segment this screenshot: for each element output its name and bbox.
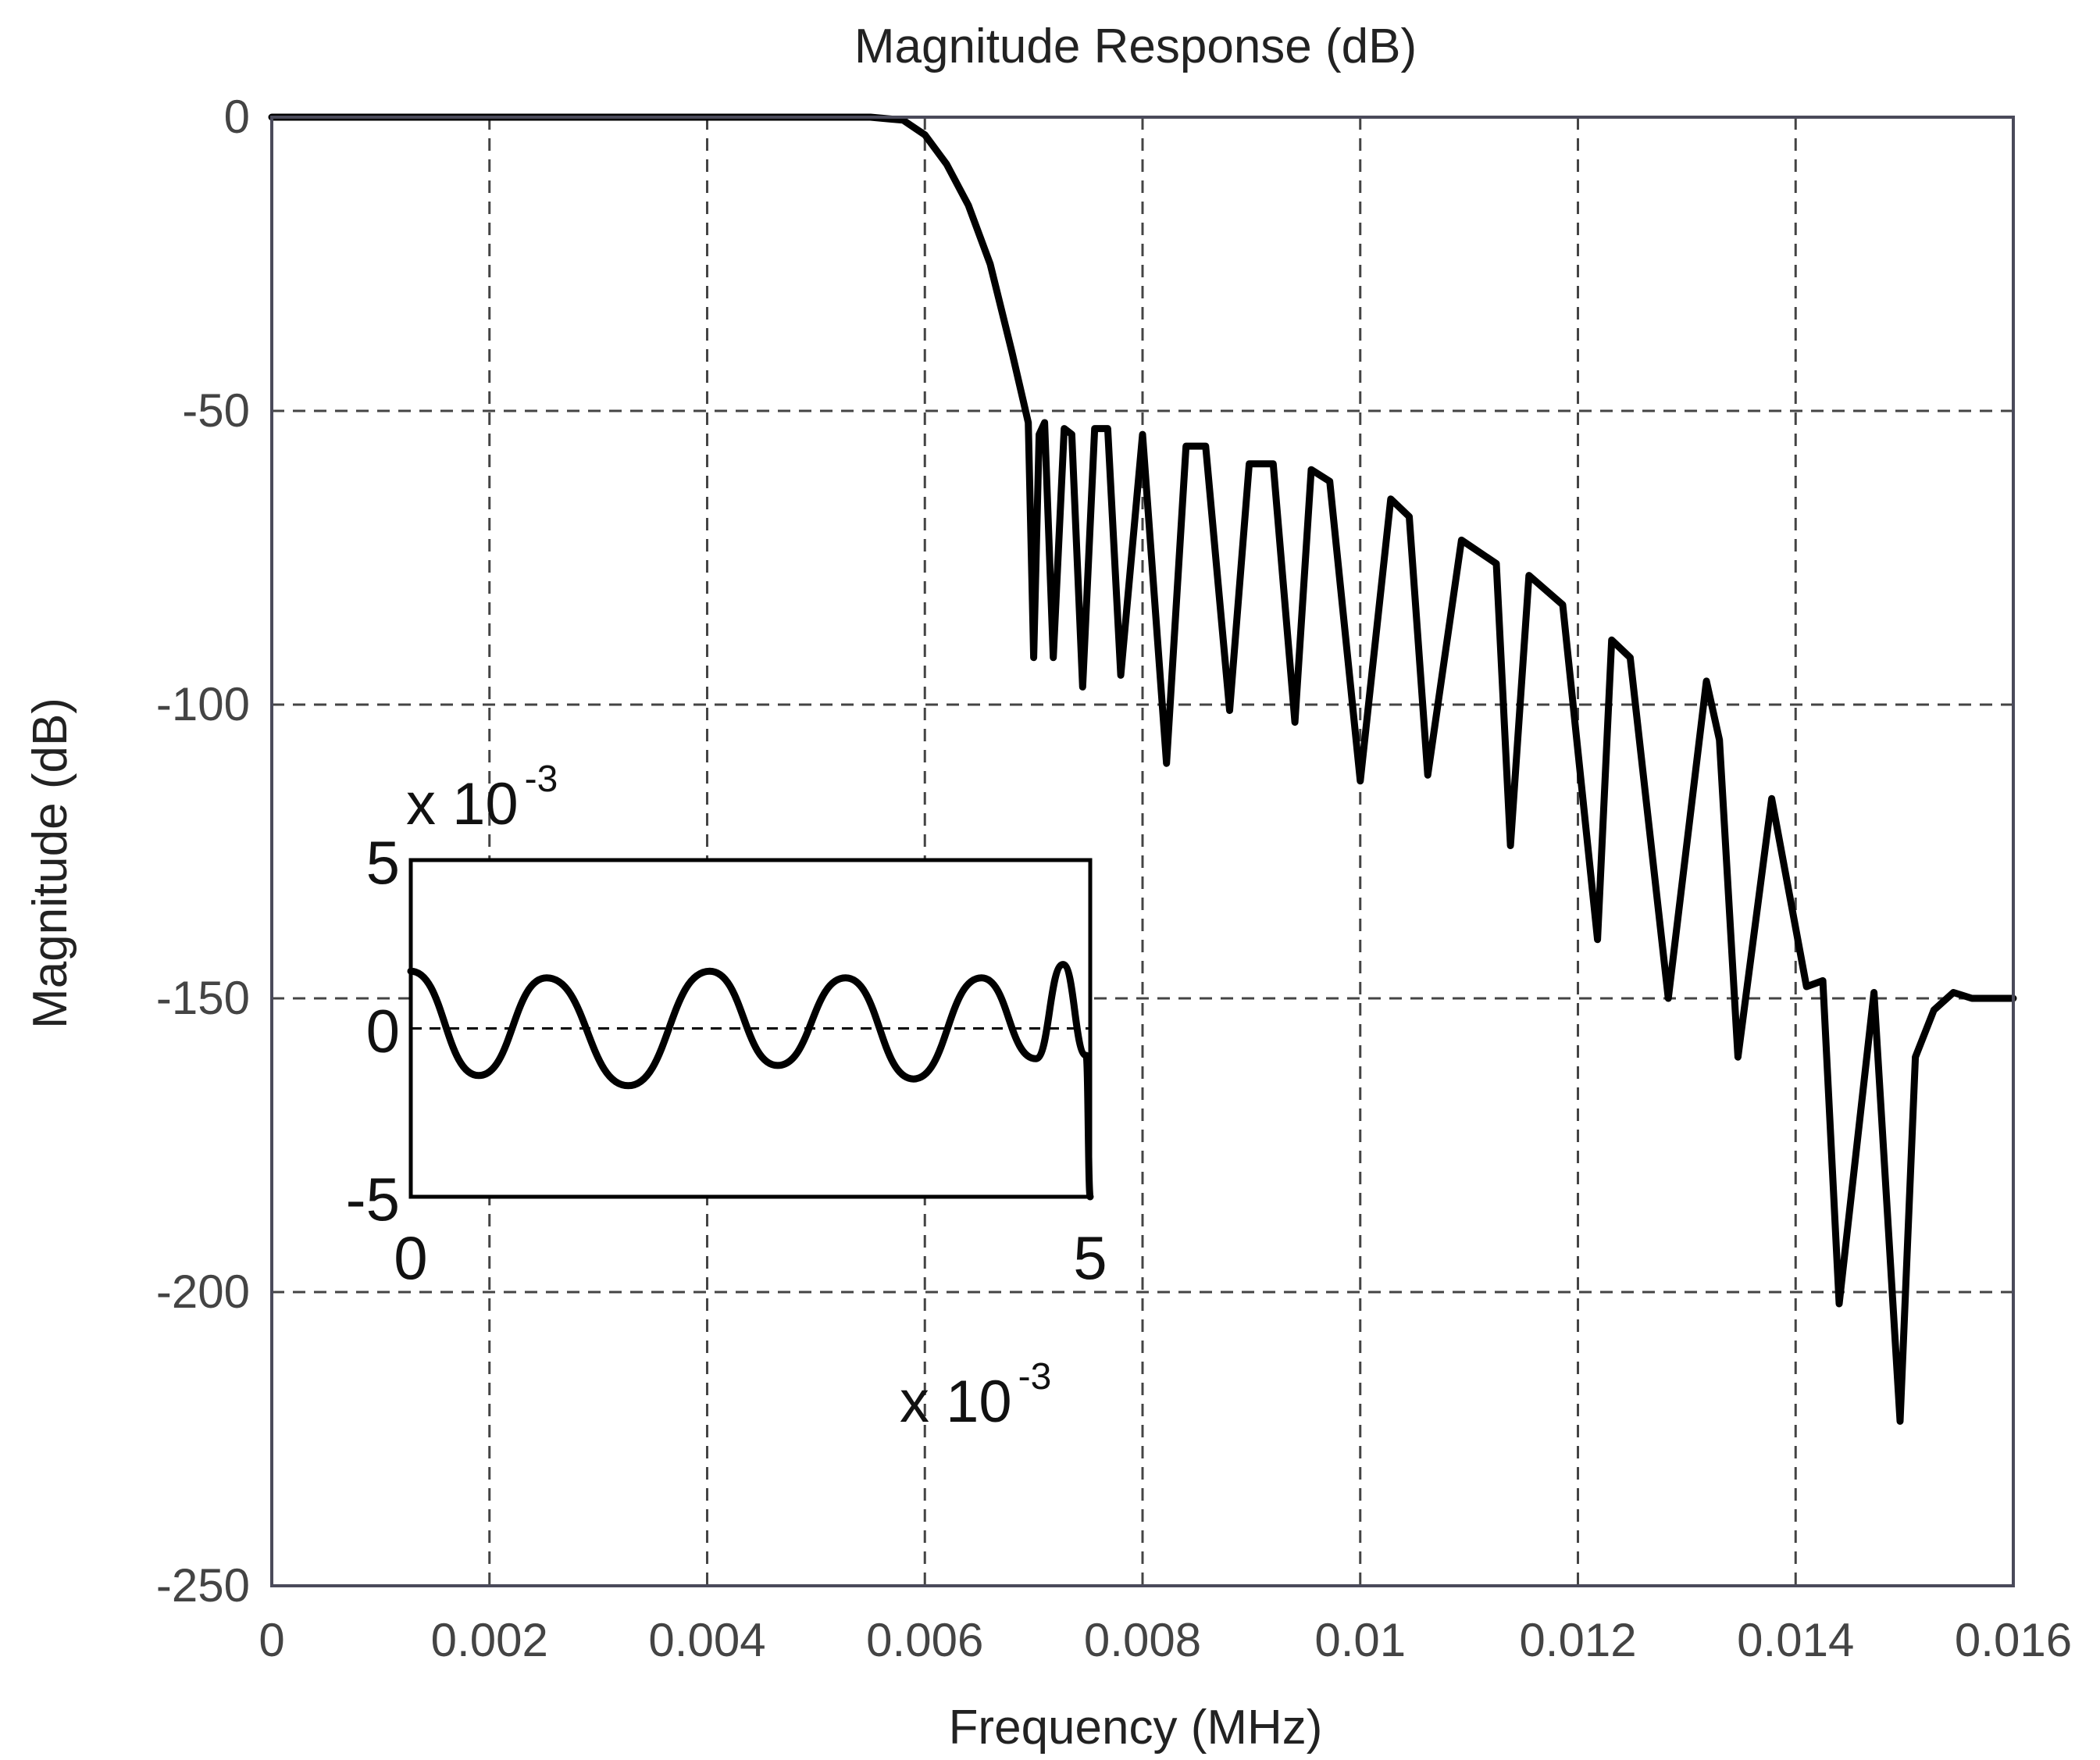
inset-y-exponent-base: x 10 — [406, 771, 519, 837]
inset-x-tick-label: 0 — [394, 1223, 427, 1292]
y-tick-label: -200 — [156, 1266, 250, 1318]
x-tick-label: 0.01 — [1314, 1614, 1406, 1666]
x-tick-label: 0.016 — [1955, 1614, 2072, 1666]
inset-x-exponent: x 10 -3 — [900, 1356, 1051, 1435]
inset-plot: 50-50 5 x 10 -3 x 10 -3 — [346, 759, 1107, 1435]
grid — [272, 116, 2013, 1586]
series-line-magnitude — [268, 113, 2017, 1425]
inset-y-tick-label: -5 — [346, 1165, 400, 1233]
chart-title: Magnitude Response (dB) — [854, 20, 1417, 73]
x-tick-label: 0.006 — [866, 1614, 983, 1666]
y-axis-label: Magnitude (dB) — [23, 698, 77, 1029]
x-tick-label: 0.012 — [1519, 1614, 1636, 1666]
x-axis-ticks: 0 0.002 0.004 0.006 0.008 0.01 0.012 0.014 0.016 — [258, 1614, 2072, 1666]
inset-series-line — [407, 961, 1094, 1201]
inset-y-tick-label: 5 — [366, 828, 400, 897]
inset-x-exponent-base: x 10 — [900, 1369, 1012, 1435]
x-tick-label: 0.002 — [431, 1614, 548, 1666]
inset-y-tick-label: 0 — [366, 997, 400, 1066]
inset-ticks: 50-50 5 — [346, 828, 1107, 1292]
x-axis-label: Frequency (MHz) — [949, 1701, 1323, 1755]
x-tick-label: 0.008 — [1084, 1614, 1201, 1666]
y-tick-label: 0 — [224, 91, 250, 143]
inset-y-exponent: x 10 -3 — [406, 759, 558, 837]
inset-x-tick-label: 5 — [1073, 1223, 1107, 1292]
x-tick-label: 0 — [258, 1614, 284, 1666]
inset-y-exponent-power: -3 — [525, 759, 558, 800]
x-tick-label: 0.004 — [648, 1614, 765, 1666]
y-axis-ticks: 0 -50 -100 -150 -200 -250 — [156, 91, 250, 1612]
plot-area-frame — [270, 116, 2015, 1587]
x-tick-label: 0.014 — [1737, 1614, 1854, 1666]
y-tick-label: -150 — [156, 972, 250, 1024]
y-tick-label: -50 — [182, 384, 250, 437]
inset-x-exponent-power: -3 — [1018, 1356, 1052, 1398]
y-tick-label: -250 — [156, 1559, 250, 1612]
y-tick-label: -100 — [156, 678, 250, 730]
